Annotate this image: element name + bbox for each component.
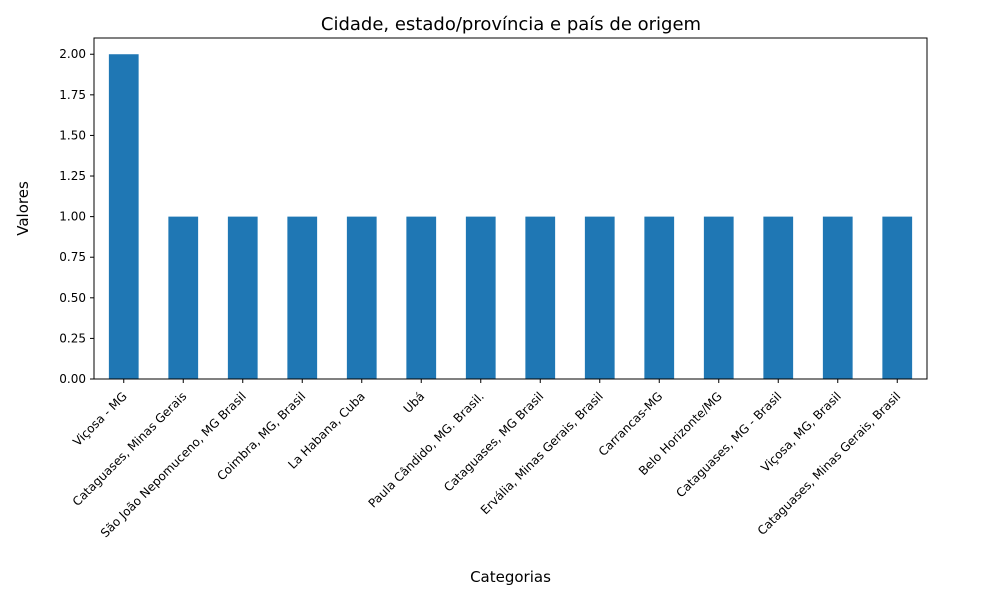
y-tick-label: 0.75 bbox=[59, 250, 86, 264]
bar bbox=[168, 216, 199, 379]
plot-frame bbox=[93, 37, 928, 380]
bar bbox=[584, 216, 615, 379]
bars-layer bbox=[108, 54, 913, 379]
y-tick-label: 1.50 bbox=[59, 128, 86, 142]
bar bbox=[108, 54, 139, 379]
y-tick-label: 1.00 bbox=[59, 210, 86, 224]
x-tick-label: Cataguases, MG - Brasil bbox=[673, 389, 784, 500]
x-tick-label: Paula Cândido, MG. Brasil. bbox=[366, 389, 487, 510]
y-axis: 0.00 0.25 0.50 0.75 1.00 1.25 1.50 1.75 2.00 bbox=[59, 47, 94, 386]
bar bbox=[703, 216, 734, 379]
bar bbox=[406, 216, 437, 379]
x-tick-label: Cataguases, MG Brasil bbox=[441, 389, 546, 494]
x-axis-title: Categorias bbox=[470, 568, 551, 586]
bar bbox=[763, 216, 794, 379]
y-tick-label: 2.00 bbox=[59, 47, 86, 61]
y-axis-title: Valores bbox=[14, 181, 32, 236]
bar bbox=[882, 216, 913, 379]
x-tick-label: Cataguases, Minas Gerais bbox=[70, 389, 190, 509]
y-tick-label: 1.25 bbox=[59, 169, 86, 183]
bar bbox=[525, 216, 556, 379]
bar bbox=[346, 216, 377, 379]
bar bbox=[287, 216, 318, 379]
bar bbox=[227, 216, 258, 379]
bar bbox=[644, 216, 675, 379]
bar bbox=[465, 216, 496, 379]
y-tick-label: 0.50 bbox=[59, 291, 86, 305]
x-tick-label: Ubá bbox=[401, 389, 428, 416]
y-tick-label: 1.75 bbox=[59, 88, 86, 102]
chart-title: Cidade, estado/província e país de orige… bbox=[321, 14, 701, 35]
bar bbox=[822, 216, 853, 379]
y-tick-label: 0.25 bbox=[59, 331, 86, 345]
x-tick-label: Viçosa - MG bbox=[70, 389, 130, 449]
x-tick-label: Ervália, Minas Gerais, Brasil bbox=[478, 389, 606, 517]
y-tick-label: 0.00 bbox=[59, 372, 86, 386]
